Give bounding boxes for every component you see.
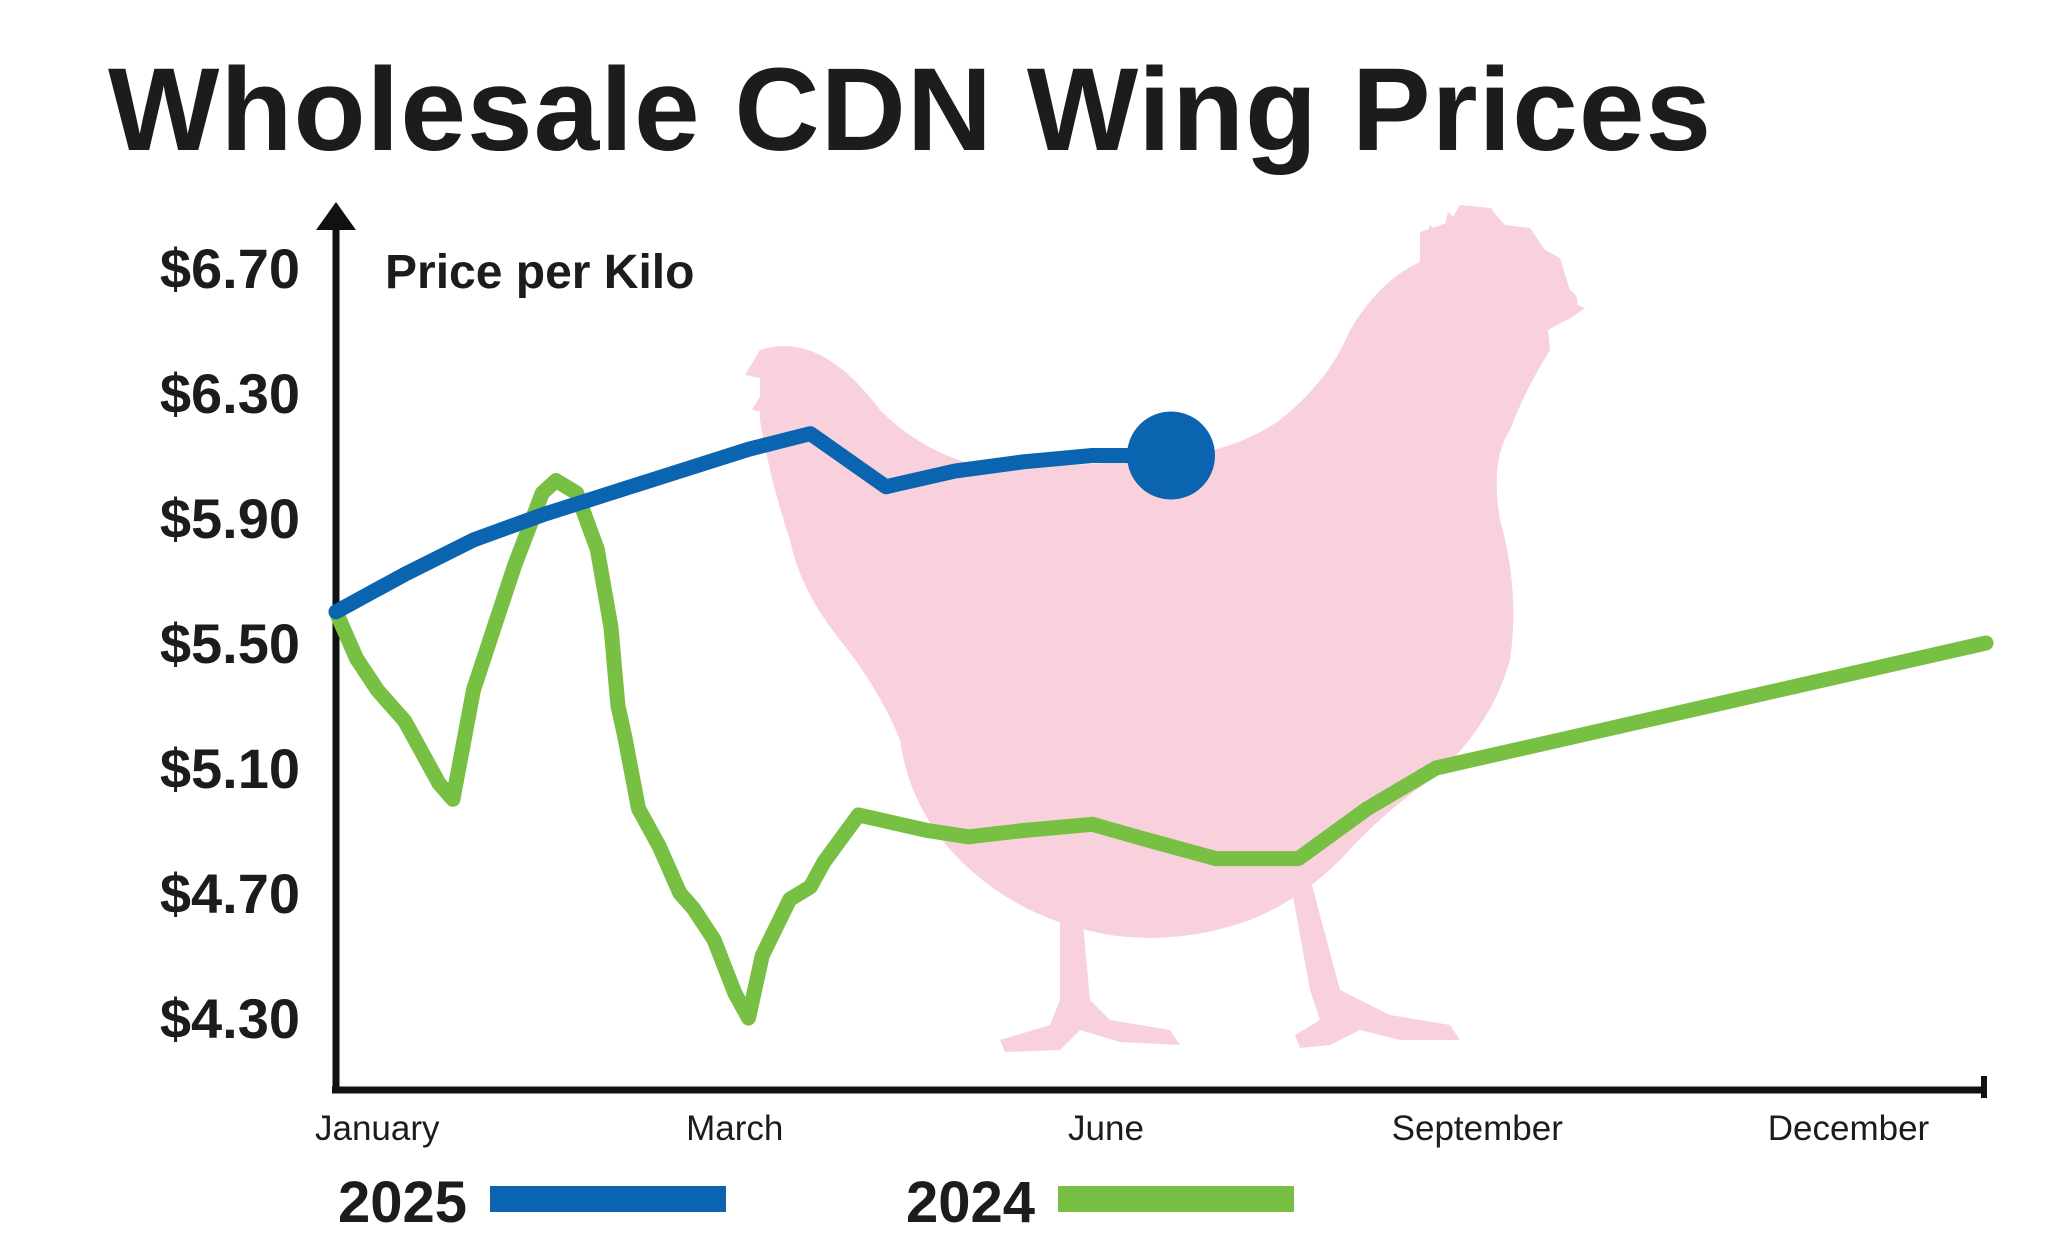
x-tick-label: September [1392, 1109, 1564, 1148]
y-axis-arrow-icon [316, 202, 356, 230]
y-tick-label: $5.10 [160, 737, 300, 800]
y-axis [316, 202, 356, 1092]
y-tick-label: $4.30 [160, 987, 300, 1050]
x-tick-label: June [1068, 1109, 1144, 1148]
y-tick-label: $4.70 [160, 862, 300, 925]
legend-swatch-2024 [1058, 1186, 1294, 1212]
x-tick-labels: January March June September December [315, 1109, 1930, 1148]
x-tick-label: December [1768, 1109, 1930, 1148]
y-axis-label: Price per Kilo [385, 246, 694, 299]
legend-label-2024: 2024 [906, 1170, 1035, 1234]
series-line-2024 [328, 473, 1994, 1026]
legend-swatch-2025 [490, 1186, 726, 1212]
y-tick-label: $5.90 [160, 487, 300, 550]
x-tick-label: January [315, 1109, 440, 1148]
chart-title: Wholesale CDN Wing Prices [108, 44, 1713, 176]
x-axis [332, 1076, 1987, 1098]
legend-label-2025: 2025 [338, 1170, 467, 1234]
y-tick-label: $5.50 [160, 612, 300, 675]
series-line-2025 [328, 426, 1169, 620]
y-tick-label: $6.30 [160, 362, 300, 425]
legend: 2025 2024 [338, 1170, 1294, 1234]
series-end-marker-2025 [1127, 411, 1215, 500]
series-layer [328, 411, 1994, 1026]
y-tick-label: $6.70 [160, 237, 300, 300]
x-tick-label: March [686, 1109, 783, 1148]
chicken-silhouette-icon [745, 205, 1585, 1052]
y-tick-labels: $6.70 $6.30 $5.90 $5.50 $5.10 $4.70 $4.30 [160, 237, 300, 1050]
